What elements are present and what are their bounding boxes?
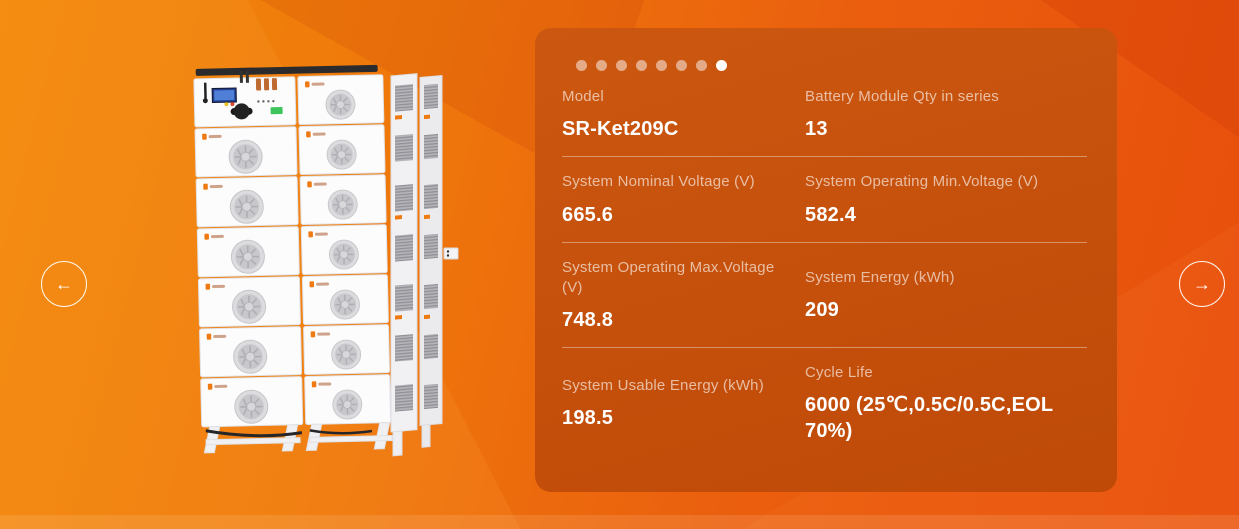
spec-label: Battery Module Qty in series — [805, 88, 1000, 105]
product-image — [193, 64, 459, 457]
front-panel — [193, 64, 393, 454]
carousel-dot[interactable] — [696, 60, 707, 71]
fan-icon — [232, 339, 268, 375]
bottom-strip — [0, 515, 1239, 529]
spec-value: 582.4 — [805, 203, 857, 226]
cable-tray — [195, 64, 378, 76]
spec-label: Cycle Life — [805, 364, 873, 381]
spec-label: System Nominal Voltage (V) — [562, 173, 755, 191]
carousel-prev-button[interactable]: ← — [41, 261, 87, 307]
spec-label: System Energy (kWh) — [805, 268, 955, 286]
fan-icon — [233, 389, 269, 425]
spec-value: 209 — [805, 298, 839, 321]
spec-label: System Operating Max.Voltage (V) — [562, 258, 775, 296]
fan-icon — [328, 239, 360, 271]
fan-icon — [229, 189, 265, 225]
spec-label: System Usable Energy (kWh) — [562, 377, 764, 394]
fan-icon — [230, 239, 266, 275]
fan-icon — [227, 139, 264, 175]
carousel-dots — [576, 60, 1087, 71]
fan-icon — [324, 89, 357, 121]
side-panel — [390, 73, 443, 457]
carousel-dot[interactable] — [616, 60, 627, 71]
spec-value: 198.5 — [562, 407, 614, 430]
fan-icon — [331, 389, 363, 421]
spec-label: Model — [562, 88, 604, 105]
lcd-display — [214, 90, 235, 101]
spec-field-cycle-life: Cycle Life 6000 (25℃,0.5C/0.5C,EOL 70%) — [805, 363, 1087, 444]
fan-icon — [231, 289, 267, 325]
controller-module — [202, 70, 283, 120]
spec-row: Model SR-Ket209C Battery Module Qty in s… — [562, 87, 1087, 158]
spec-row: System Operating Max.Voltage (V) 748.8 S… — [562, 243, 1087, 348]
carousel-dot[interactable] — [576, 60, 587, 71]
spec-field-usable-energy: System Usable Energy (kWh) 198.5 — [562, 376, 805, 431]
status-led — [270, 106, 283, 115]
arrow-right-icon: → — [1193, 273, 1211, 294]
spec-value: 6000 (25℃,0.5C/0.5C,EOL 70%) — [805, 394, 1053, 443]
spec-field-system-energy: System Energy (kWh) 209 — [805, 268, 1087, 323]
carousel-next-button[interactable]: → — [1179, 261, 1225, 307]
fan-icon — [326, 139, 358, 171]
spec-value: 665.6 — [562, 203, 614, 226]
spec-row: System Nominal Voltage (V) 665.6 System … — [562, 157, 1087, 243]
carousel-dot[interactable] — [716, 60, 727, 71]
spec-field-max-voltage: System Operating Max.Voltage (V) 748.8 — [562, 258, 805, 334]
rack-legs — [203, 422, 393, 454]
spec-field-model: Model SR-Ket209C — [562, 87, 805, 142]
spec-value: SR-Ket209C — [562, 118, 679, 141]
fan-icon — [330, 339, 362, 371]
carousel-dot[interactable] — [636, 60, 647, 71]
spec-field-module-qty: Battery Module Qty in series 13 — [805, 87, 1087, 142]
spec-row: System Usable Energy (kWh) 198.5 Cycle L… — [562, 348, 1087, 458]
arrow-left-icon: ← — [55, 273, 73, 294]
spec-field-min-voltage: System Operating Min.Voltage (V) 582.4 — [805, 172, 1087, 227]
spec-label: System Operating Min.Voltage (V) — [805, 173, 1039, 191]
carousel-dot[interactable] — [596, 60, 607, 71]
carousel-dot[interactable] — [676, 60, 687, 71]
spec-value: 748.8 — [562, 309, 614, 331]
fan-icon — [327, 189, 359, 221]
spec-card: Model SR-Ket209C Battery Module Qty in s… — [535, 28, 1117, 492]
power-cable — [205, 429, 303, 438]
carousel-dot[interactable] — [656, 60, 667, 71]
fan-icon — [329, 289, 361, 321]
spec-field-nominal-voltage: System Nominal Voltage (V) 665.6 — [562, 172, 805, 227]
mount-bracket — [443, 247, 459, 260]
spec-value: 13 — [805, 118, 828, 141]
